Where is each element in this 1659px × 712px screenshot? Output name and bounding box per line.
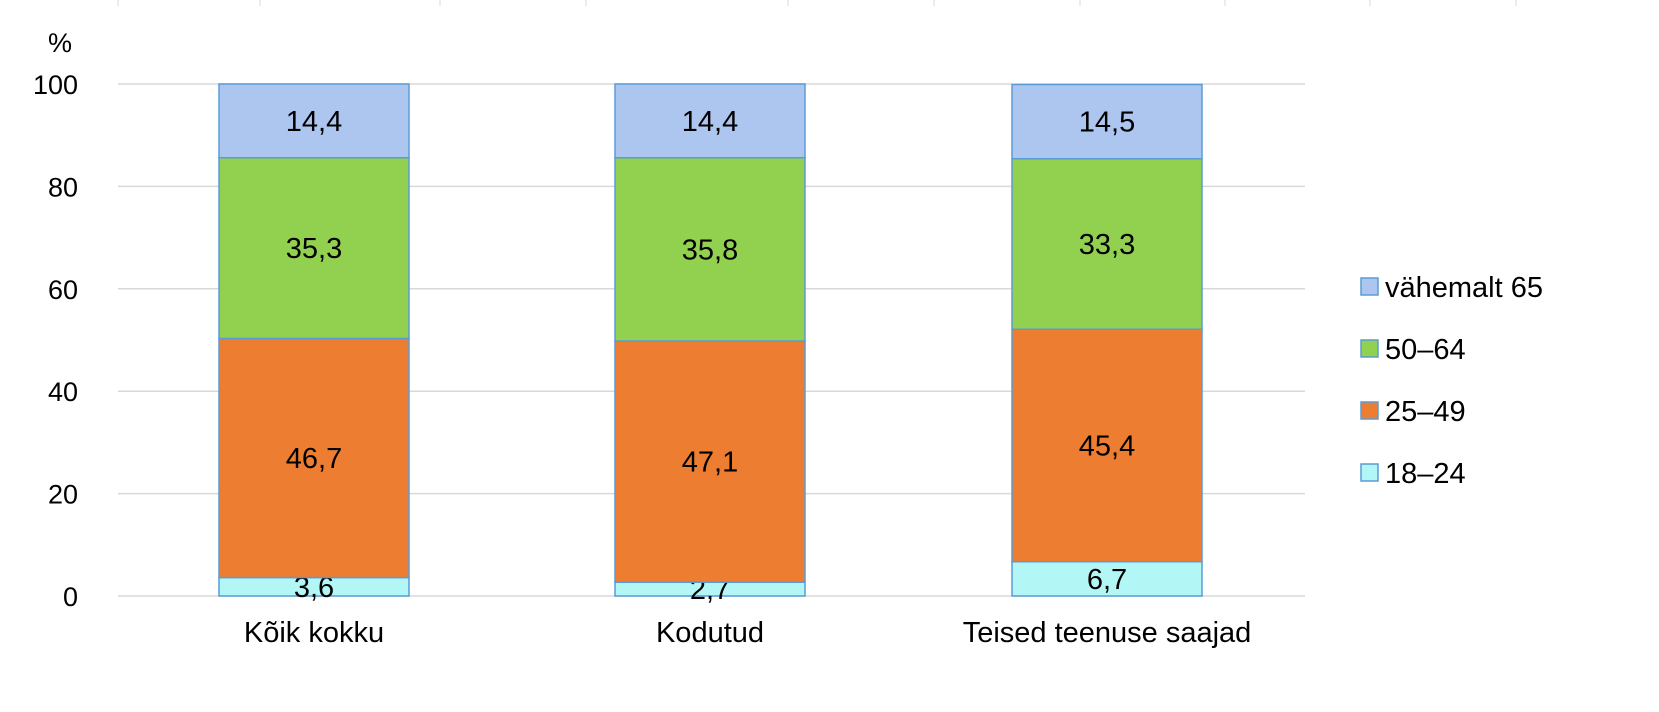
bar-data-label: 14,5 — [1079, 107, 1135, 139]
legend-label: vähemalt 65 — [1385, 272, 1543, 304]
bar-stack: 3,646,735,314,4 — [218, 83, 410, 604]
legend-item: 25–49 — [1360, 396, 1466, 428]
bar-stack: 2,747,135,814,4 — [614, 83, 806, 606]
legend-swatch — [1360, 463, 1379, 482]
y-tick-label: 0 — [63, 582, 78, 612]
bar-data-label: 46,7 — [286, 443, 342, 475]
bar-segment — [218, 156, 410, 340]
legend-item: 18–24 — [1360, 458, 1466, 490]
bar-data-label: 35,8 — [682, 234, 738, 266]
legend-item: vähemalt 65 — [1360, 272, 1543, 304]
y-tick-label: 20 — [48, 480, 78, 510]
y-axis-unit-label: % — [48, 28, 72, 58]
legend-item: 50–64 — [1360, 334, 1466, 366]
bar-segment — [1011, 158, 1203, 330]
x-axis-category-labels: Kõik kokku Kodutud Teised teenuse saajad — [244, 617, 1251, 649]
top-axis-ticks — [117, 0, 1517, 6]
legend-swatch — [1360, 277, 1379, 296]
x-category-label: Kodutud — [656, 617, 764, 649]
bar-segment — [218, 83, 410, 159]
y-tick-label: 80 — [48, 172, 78, 202]
bar-data-label: 6,7 — [1087, 564, 1127, 596]
bar-segment — [218, 337, 410, 579]
x-category-label: Kõik kokku — [244, 617, 384, 649]
legend: vähemalt 65 50–64 25–49 18–24 — [1360, 272, 1543, 490]
bar-segment — [1011, 83, 1203, 160]
y-axis-ticks: 0 20 40 60 80 100 — [33, 70, 78, 612]
legend-swatch — [1360, 401, 1379, 420]
bar-data-label: 45,4 — [1079, 430, 1135, 462]
bar-data-label: 33,3 — [1079, 229, 1135, 261]
legend-label: 25–49 — [1385, 396, 1466, 428]
bar-segment — [614, 156, 806, 342]
bar-data-label: 14,4 — [286, 106, 342, 138]
bar-data-label: 35,3 — [286, 233, 342, 265]
legend-label: 50–64 — [1385, 334, 1466, 366]
legend-swatch — [1360, 339, 1379, 358]
y-tick-label: 40 — [48, 377, 78, 407]
y-tick-label: 100 — [33, 70, 78, 100]
bar-data-label: 47,1 — [682, 447, 738, 479]
x-category-label: Teised teenuse saajad — [963, 617, 1252, 649]
bar-segment — [614, 83, 806, 159]
bar-data-label: 14,4 — [682, 106, 738, 138]
bar-stack: 6,7 45,4 33,3 14,5 — [1011, 83, 1203, 597]
y-tick-label: 60 — [48, 275, 78, 305]
bar-stacks: 3,646,735,314,42,747,135,814,46,745,433,… — [218, 83, 1203, 606]
bar-segment — [1011, 560, 1203, 597]
bar-segment — [1011, 328, 1203, 563]
legend-label: 18–24 — [1385, 458, 1466, 490]
